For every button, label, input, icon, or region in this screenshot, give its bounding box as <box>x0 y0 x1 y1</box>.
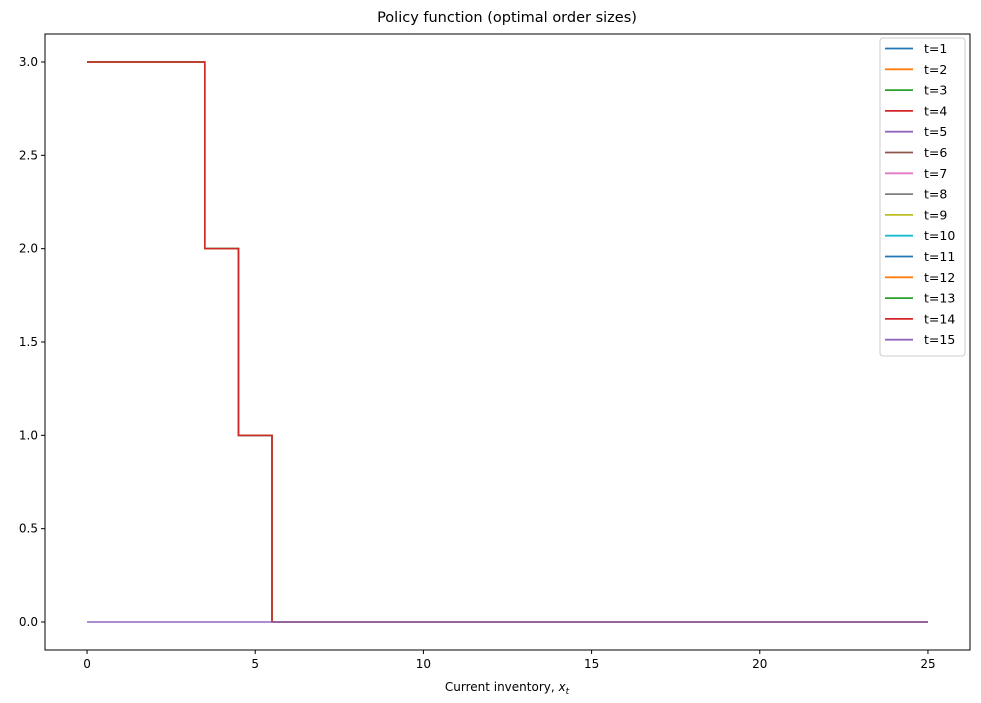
legend-box <box>879 37 966 357</box>
legend-label: t=7 <box>924 166 947 181</box>
y-tick-label: 3.0 <box>19 55 38 69</box>
x-axis-label: Current inventory, xt <box>445 680 570 697</box>
legend-label: t=14 <box>924 311 955 326</box>
x-tick-label: 5 <box>251 657 259 671</box>
x-tick-label: 15 <box>584 657 599 671</box>
legend-label: t=2 <box>924 62 947 77</box>
x-tick-label: 0 <box>83 657 91 671</box>
legend-label: t=15 <box>924 332 955 347</box>
legend-label: t=3 <box>924 83 947 98</box>
y-tick-label: 1.0 <box>19 428 38 442</box>
y-axis-ticks: 0.0 0.5 1.0 1.5 2.0 2.5 3.0 <box>19 55 45 629</box>
series-lines <box>87 61 928 623</box>
y-tick-label: 2.5 <box>19 148 38 162</box>
x-axis-label-variable: x <box>557 680 566 694</box>
x-axis-label-text: Current inventory, <box>445 680 559 694</box>
chart-title: Policy function (optimal order sizes) <box>377 10 637 26</box>
x-axis-label-subscript: t <box>566 687 570 697</box>
legend-label: t=9 <box>924 207 947 222</box>
legend-label: t=10 <box>924 228 955 243</box>
y-tick-label: 0.5 <box>19 522 38 536</box>
y-tick-label: 2.0 <box>19 242 38 256</box>
y-tick-label: 0.0 <box>19 615 38 629</box>
legend-label: t=11 <box>924 249 955 264</box>
legend-label: t=1 <box>924 41 947 56</box>
legend-label: t=5 <box>924 124 947 139</box>
legend-label: t=12 <box>924 270 955 285</box>
legend-label: t=4 <box>924 103 947 118</box>
x-tick-label: 10 <box>416 657 431 671</box>
x-tick-label: 20 <box>752 657 767 671</box>
legend-label: t=13 <box>924 291 955 306</box>
legend: t=1 t=2 t=3 t=4 t=5 t=6 t=7 t=8 t=9 t=10 t=11 t=12 t… <box>879 37 966 357</box>
y-tick-label: 1.5 <box>19 335 38 349</box>
x-tick-label: 25 <box>920 657 935 671</box>
legend-label: t=6 <box>924 145 947 160</box>
x-axis-ticks: 0 5 10 15 20 25 <box>83 650 936 671</box>
legend-label: t=8 <box>924 187 947 202</box>
